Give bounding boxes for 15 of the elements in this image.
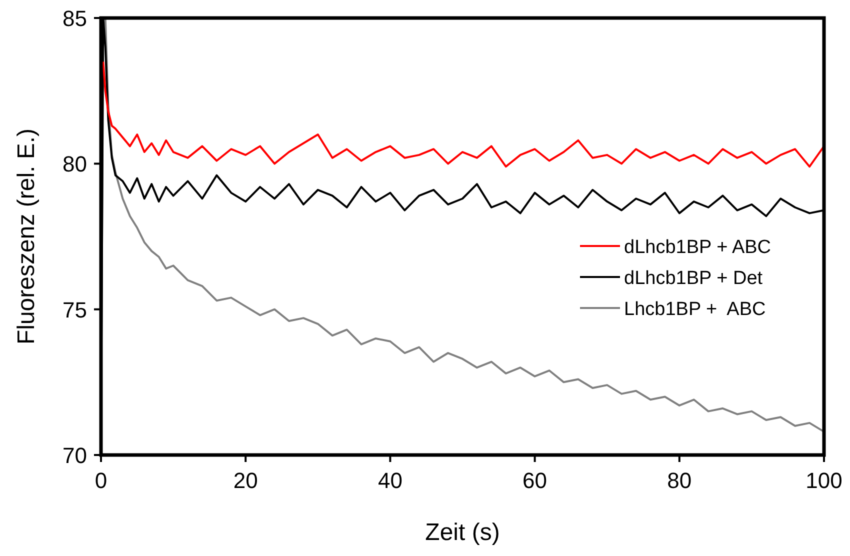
x-tick-label: 40 <box>378 468 402 493</box>
legend-label: dLhcb1BP + Det <box>624 268 764 289</box>
y-tick-label: 85 <box>62 6 87 31</box>
x-axis-title: Zeit (s) <box>425 519 500 546</box>
legend-label: dLhcb1BP + ABC <box>624 237 772 258</box>
y-tick-label: 80 <box>62 152 87 177</box>
legend-label: Lhcb1BP + ABC <box>624 299 766 320</box>
x-tick-label: 0 <box>94 468 108 493</box>
x-tick-label: 80 <box>667 468 692 493</box>
y-axis-title: Fluoreszenz (rel. E.) <box>13 128 40 345</box>
x-tick-label: 20 <box>233 468 258 493</box>
x-tick-label: 100 <box>806 468 842 493</box>
y-tick-label: 70 <box>62 443 87 468</box>
y-tick-label: 75 <box>62 297 87 322</box>
x-tick-label: 60 <box>522 468 548 493</box>
